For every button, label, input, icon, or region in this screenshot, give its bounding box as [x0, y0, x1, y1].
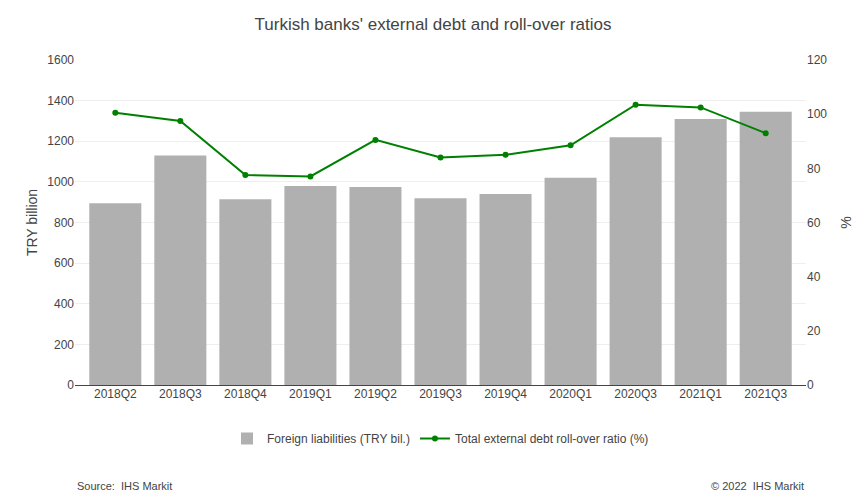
svg-text:2020Q1: 2020Q1 [549, 387, 592, 401]
svg-text:2019Q2: 2019Q2 [354, 387, 397, 401]
svg-text:60: 60 [807, 216, 821, 230]
svg-text:2021Q3: 2021Q3 [744, 387, 787, 401]
svg-text:2018Q4: 2018Q4 [224, 387, 267, 401]
svg-text:Turkish banks' external debt a: Turkish banks' external debt and roll-ov… [255, 15, 612, 34]
svg-text:20: 20 [807, 324, 821, 338]
svg-text:100: 100 [807, 107, 827, 121]
svg-text:2019Q4: 2019Q4 [484, 387, 527, 401]
svg-text:2019Q1: 2019Q1 [289, 387, 332, 401]
svg-text:400: 400 [54, 297, 74, 311]
svg-text:Source: IHS Markit: Source: IHS Markit [77, 480, 172, 492]
svg-text:Total external debt roll-over: Total external debt roll-over ratio (%) [455, 432, 648, 446]
svg-text:40: 40 [807, 270, 821, 284]
svg-text:1000: 1000 [47, 175, 74, 189]
svg-text:600: 600 [54, 256, 74, 270]
svg-text:0: 0 [807, 378, 814, 392]
svg-text:1400: 1400 [47, 94, 74, 108]
svg-text:2018Q2: 2018Q2 [94, 387, 137, 401]
svg-text:Foreign liabilities (TRY bil.): Foreign liabilities (TRY bil.) [267, 432, 410, 446]
svg-text:1200: 1200 [47, 134, 74, 148]
svg-text:%: % [838, 216, 854, 228]
svg-text:0: 0 [67, 378, 74, 392]
svg-text:2019Q3: 2019Q3 [419, 387, 462, 401]
svg-text:TRY billion: TRY billion [24, 189, 40, 256]
svg-text:2021Q1: 2021Q1 [679, 387, 722, 401]
svg-text:80: 80 [807, 162, 821, 176]
svg-text:2020Q3: 2020Q3 [614, 387, 657, 401]
svg-text:800: 800 [54, 216, 74, 230]
svg-text:200: 200 [54, 338, 74, 352]
svg-text:120: 120 [807, 53, 827, 67]
svg-text:1600: 1600 [47, 53, 74, 67]
svg-text:© 2022 IHS Markit: © 2022 IHS Markit [711, 480, 804, 492]
svg-text:2018Q3: 2018Q3 [159, 387, 202, 401]
